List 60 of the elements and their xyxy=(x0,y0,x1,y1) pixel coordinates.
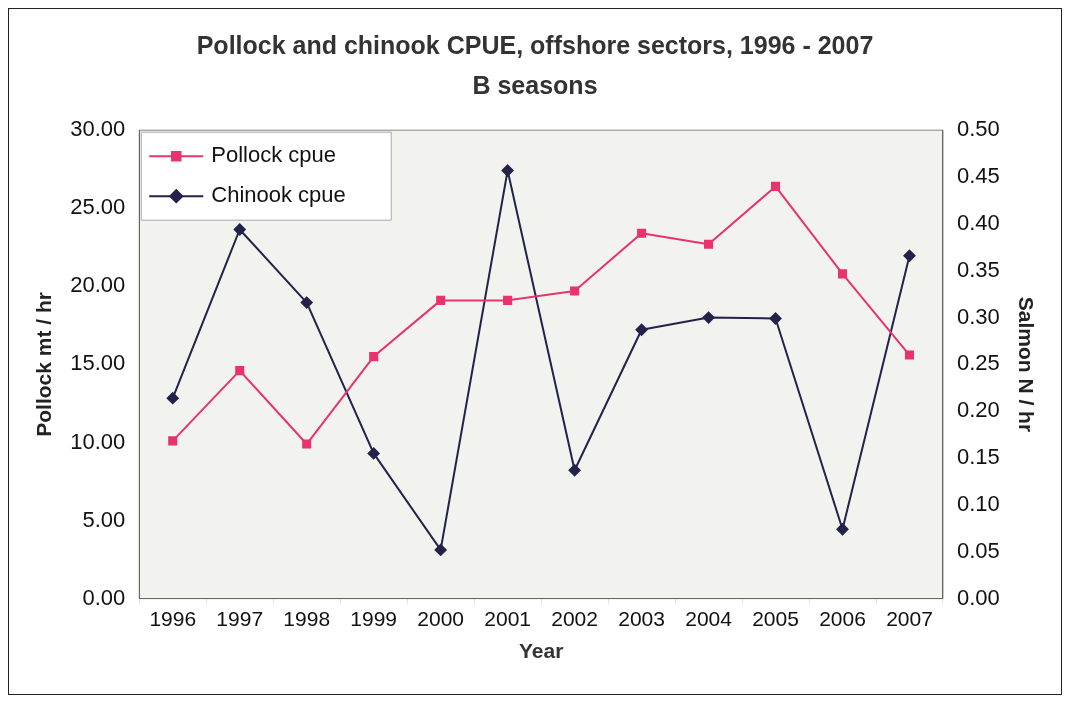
point xyxy=(836,523,849,536)
y-tick-label: 15.00 xyxy=(70,350,126,376)
y2-tick-label: 0.45 xyxy=(956,163,1000,189)
y2-tick-label: 0.00 xyxy=(956,584,1000,610)
legend-label: Chinook cpue xyxy=(211,182,346,208)
y2-tick-label: 0.05 xyxy=(956,537,1000,563)
point xyxy=(637,228,647,238)
y2-tick-label: 0.40 xyxy=(956,209,1000,235)
y-tick-label: 25.00 xyxy=(70,194,126,220)
point xyxy=(702,311,715,324)
y2-tick-label: 0.50 xyxy=(956,116,1000,142)
point xyxy=(434,543,447,556)
x-tick-label: 2005 xyxy=(752,607,799,630)
point xyxy=(903,249,916,262)
x-tick-label: 2004 xyxy=(685,607,733,630)
point xyxy=(771,181,781,191)
point xyxy=(769,312,782,325)
point xyxy=(369,352,379,362)
point xyxy=(704,239,714,249)
y2-tick-label: 0.10 xyxy=(956,490,1000,516)
point xyxy=(300,296,313,309)
point xyxy=(503,295,513,305)
y-axis-title: Pollock mt / hr xyxy=(32,292,56,437)
y2-tick-label: 0.35 xyxy=(956,256,1000,282)
point xyxy=(635,323,648,336)
chart-title: Pollock and chinook CPUE, offshore sectors, 1996 - 2007 B seasons xyxy=(195,30,875,101)
x-tick-label: 2003 xyxy=(618,607,665,630)
y-tick-label: 30.00 xyxy=(70,116,126,142)
y-tick-label: 5.00 xyxy=(82,506,126,532)
point xyxy=(302,439,312,449)
x-tick-label: 2007 xyxy=(886,607,933,630)
x-tick-label: 1997 xyxy=(216,607,264,630)
point xyxy=(568,464,581,477)
y2-axis-title: Salmon N / hr xyxy=(1014,296,1038,433)
legend-label: Pollock cpue xyxy=(211,142,336,168)
point xyxy=(367,447,380,460)
point xyxy=(570,286,580,296)
y2-tick-label: 0.15 xyxy=(956,444,1000,470)
x-tick-label: 1998 xyxy=(283,607,331,630)
point xyxy=(436,295,446,305)
point xyxy=(837,269,848,279)
x-tick-label: 2006 xyxy=(819,607,866,630)
x-tick-label: 2001 xyxy=(484,607,531,630)
x-tick-label: 1996 xyxy=(149,607,197,630)
y-tick-label: 10.00 xyxy=(70,428,126,454)
point xyxy=(904,350,915,360)
point xyxy=(168,436,178,446)
y2-tick-label: 0.30 xyxy=(956,303,1000,329)
y-tick-label: 20.00 xyxy=(70,272,126,298)
y2-tick-label: 0.20 xyxy=(956,397,1000,423)
y2-tick-label: 0.25 xyxy=(956,350,1000,376)
point xyxy=(166,392,179,405)
x-tick-label: 1999 xyxy=(350,607,398,630)
point xyxy=(501,164,514,177)
x-tick-label: 2000 xyxy=(417,607,465,630)
x-tick-label: 2002 xyxy=(551,607,598,630)
point xyxy=(235,366,245,376)
x-axis-title: Year xyxy=(518,639,564,663)
y-tick-label: 0.00 xyxy=(82,584,126,610)
point xyxy=(233,223,246,236)
